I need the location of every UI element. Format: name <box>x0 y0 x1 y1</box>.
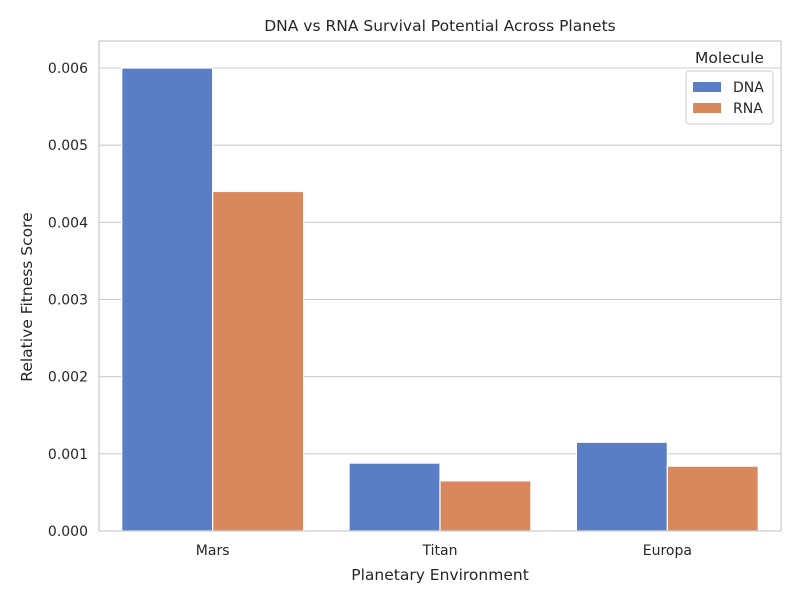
y-tick-label: 0.000 <box>48 524 88 540</box>
plot-frame <box>98 40 782 532</box>
legend: Molecule DNA RNA <box>685 49 774 125</box>
bar-dna-europa <box>575 441 668 532</box>
bar-rna-mars <box>212 190 305 532</box>
legend-title: Molecule <box>695 49 764 67</box>
legend-items: DNA RNA <box>693 80 764 117</box>
y-tick-label: 0.004 <box>48 215 88 231</box>
legend-label-dna: DNA <box>733 80 764 96</box>
bar-rna-titan <box>439 480 532 532</box>
x-tick-label: Titan <box>422 543 458 559</box>
y-tick-label: 0.005 <box>48 138 88 154</box>
x-tick-label: Mars <box>196 543 230 559</box>
x-tick-label: Europa <box>643 543 692 559</box>
bars <box>121 67 759 532</box>
bar-rna-europa <box>666 465 759 532</box>
legend-label-rna: RNA <box>733 101 763 117</box>
y-tick-labels: 0.000 0.001 0.002 0.003 0.004 0.005 0.006 <box>48 61 88 540</box>
chart-title: DNA vs RNA Survival Potential Across Pla… <box>264 17 616 35</box>
y-tick-label: 0.002 <box>48 370 88 386</box>
bar-dna-mars <box>121 67 214 532</box>
legend-swatch-rna <box>693 103 721 113</box>
y-axis-label: Relative Fitness Score <box>18 212 36 381</box>
legend-swatch-dna <box>693 82 721 92</box>
bar-dna-titan <box>348 462 441 532</box>
x-axis-label: Planetary Environment <box>351 566 529 584</box>
y-tick-label: 0.003 <box>48 293 88 309</box>
y-tick-label: 0.006 <box>48 61 88 77</box>
x-tick-labels: Mars Titan Europa <box>196 543 692 559</box>
y-tick-label: 0.001 <box>48 447 88 463</box>
